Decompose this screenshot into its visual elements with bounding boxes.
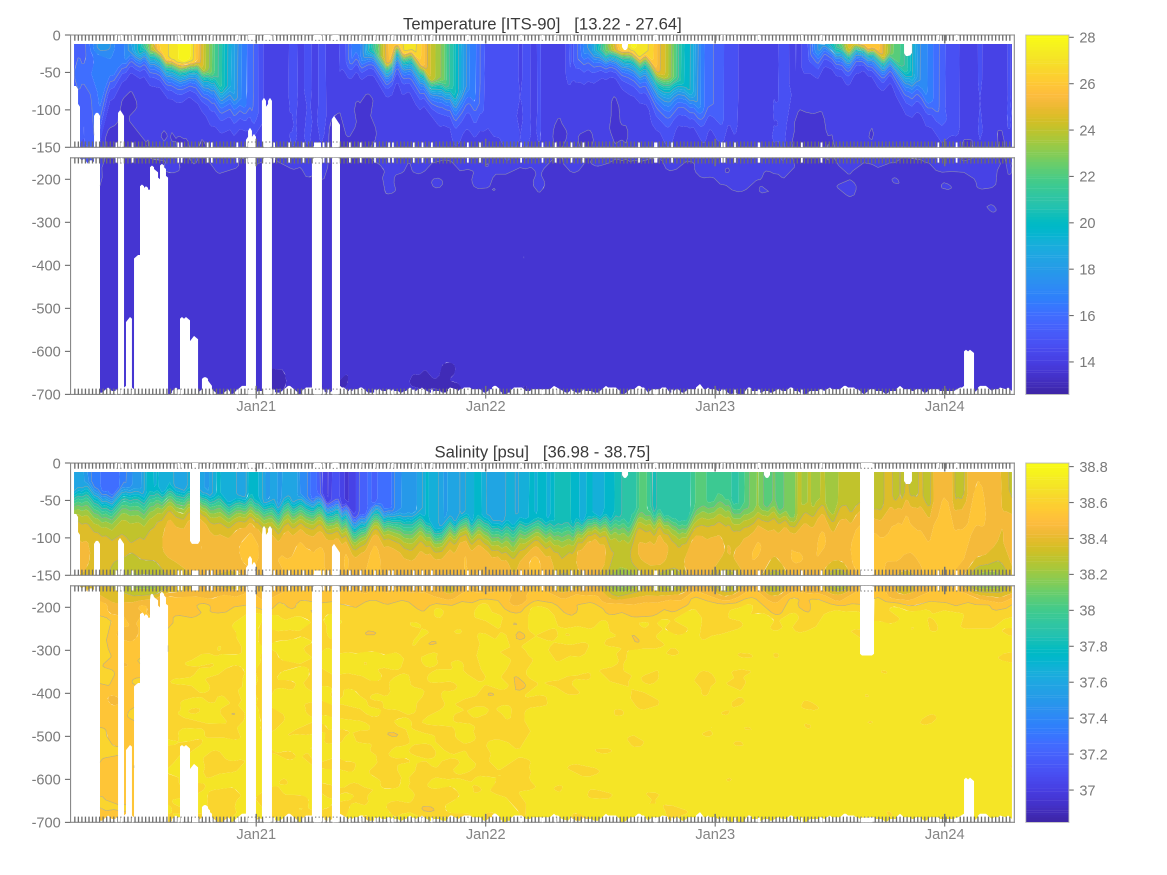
svg-text:Jan23: Jan23 xyxy=(695,399,735,415)
svg-text:Jan22: Jan22 xyxy=(466,827,506,843)
svg-text:37.2: 37.2 xyxy=(1079,747,1107,763)
svg-text:-500: -500 xyxy=(32,730,61,746)
svg-text:37: 37 xyxy=(1079,783,1095,799)
svg-text:Temperature [ITS-90] [13.22: Temperature [ITS-90] [13.22 - 27.64] xyxy=(403,14,682,33)
svg-text:-300: -300 xyxy=(32,644,61,660)
svg-text:-400: -400 xyxy=(32,259,61,275)
svg-text:0: 0 xyxy=(53,28,61,44)
svg-text:38.6: 38.6 xyxy=(1079,496,1107,512)
svg-text:Jan21: Jan21 xyxy=(236,827,276,843)
svg-text:20: 20 xyxy=(1079,216,1095,232)
svg-text:16: 16 xyxy=(1079,309,1095,325)
svg-text:38: 38 xyxy=(1079,604,1095,620)
svg-text:-200: -200 xyxy=(32,601,61,617)
svg-text:38.2: 38.2 xyxy=(1079,568,1107,584)
svg-text:24: 24 xyxy=(1079,123,1095,139)
svg-text:-500: -500 xyxy=(32,302,61,318)
svg-text:38.4: 38.4 xyxy=(1079,532,1107,548)
svg-text:-100: -100 xyxy=(32,531,61,547)
svg-text:-200: -200 xyxy=(32,173,61,189)
svg-text:38.8: 38.8 xyxy=(1079,460,1107,476)
svg-text:22: 22 xyxy=(1079,170,1095,186)
svg-text:Salinity [psu] [36.98 - 38.7: Salinity [psu] [36.98 - 38.75] xyxy=(435,442,651,461)
svg-text:Jan21: Jan21 xyxy=(236,399,276,415)
svg-text:28: 28 xyxy=(1079,31,1095,47)
svg-text:37.6: 37.6 xyxy=(1079,676,1107,692)
svg-text:-700: -700 xyxy=(32,816,61,832)
svg-text:-50: -50 xyxy=(40,494,61,510)
svg-text:-100: -100 xyxy=(32,103,61,119)
svg-text:Jan23: Jan23 xyxy=(695,827,735,843)
svg-text:26: 26 xyxy=(1079,77,1095,93)
svg-text:-150: -150 xyxy=(32,569,61,585)
svg-text:-300: -300 xyxy=(32,216,61,232)
svg-text:37.8: 37.8 xyxy=(1079,640,1107,656)
svg-text:14: 14 xyxy=(1079,355,1095,371)
svg-text:Jan24: Jan24 xyxy=(925,827,965,843)
svg-text:-400: -400 xyxy=(32,687,61,703)
svg-text:-700: -700 xyxy=(32,388,61,404)
svg-text:-50: -50 xyxy=(40,66,61,82)
svg-text:-150: -150 xyxy=(32,141,61,157)
svg-text:-600: -600 xyxy=(32,345,61,361)
svg-text:Jan22: Jan22 xyxy=(466,399,506,415)
svg-text:18: 18 xyxy=(1079,262,1095,278)
svg-text:-600: -600 xyxy=(32,773,61,789)
svg-text:37.4: 37.4 xyxy=(1079,711,1107,727)
svg-text:0: 0 xyxy=(53,456,61,472)
svg-text:Jan24: Jan24 xyxy=(925,399,965,415)
